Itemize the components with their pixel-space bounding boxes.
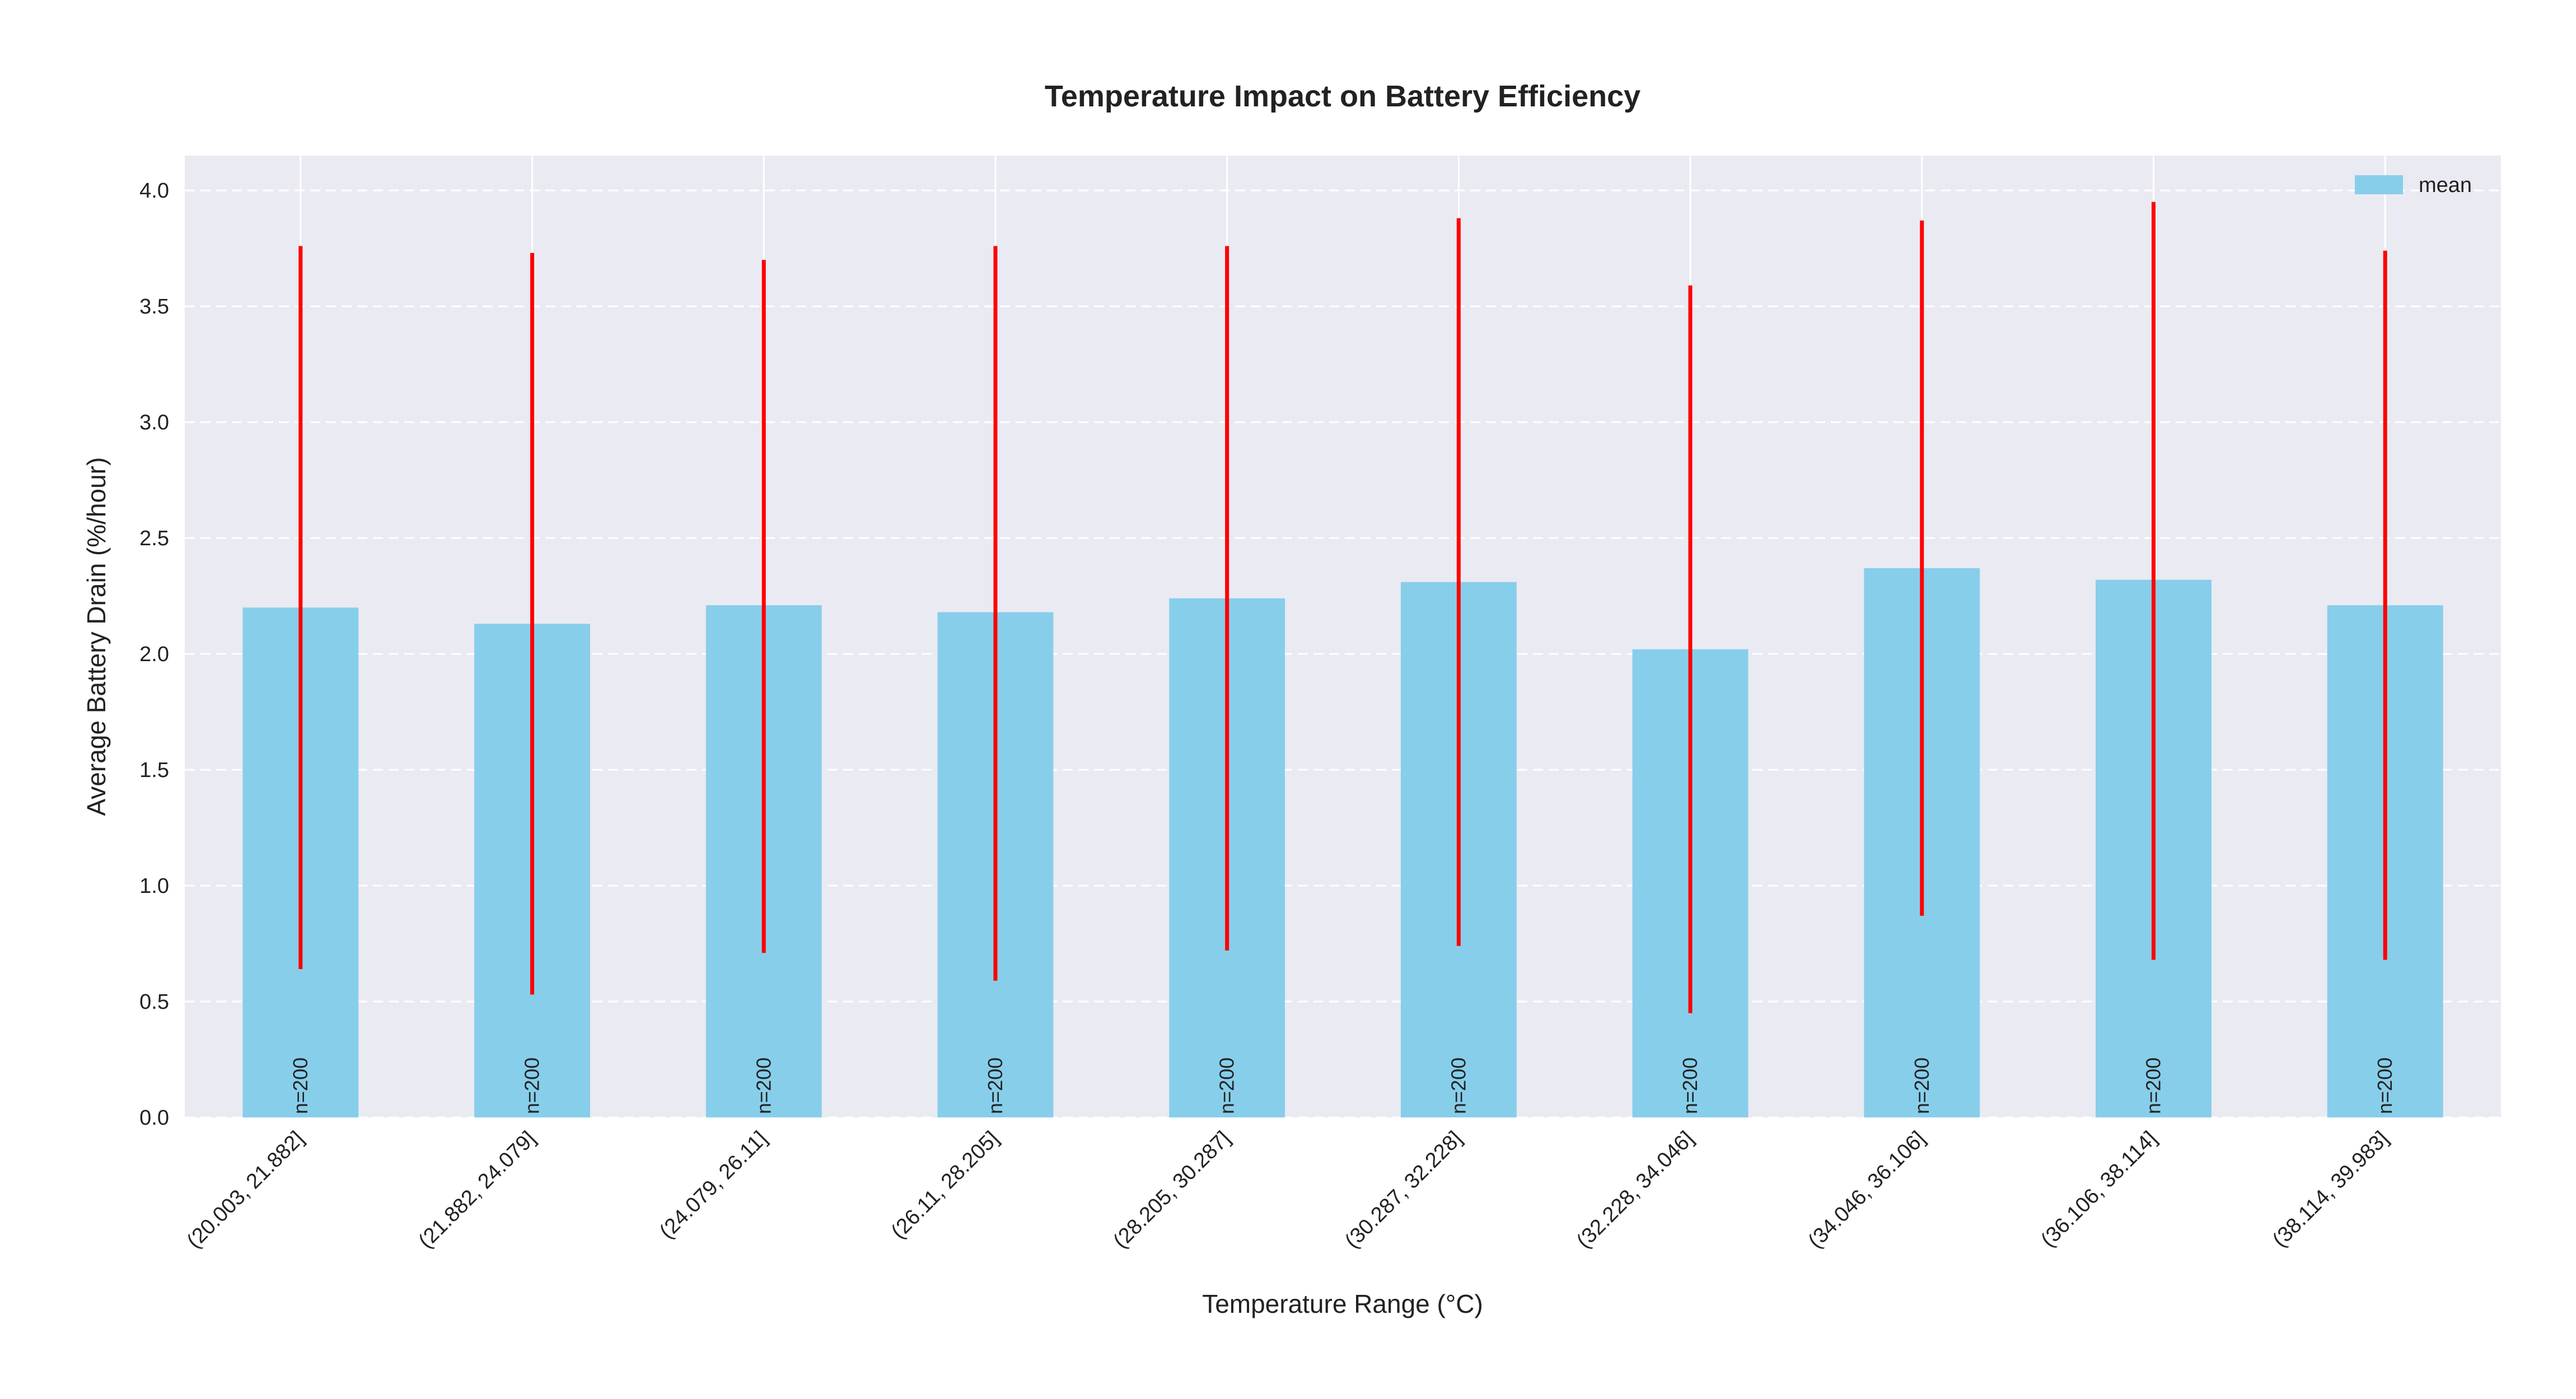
bars <box>242 568 2443 1117</box>
count-label: n=200 <box>289 1058 312 1114</box>
x-tick-label: (36.106, 38.114] <box>2036 1127 2161 1252</box>
x-tick-label: (20.003, 21.882] <box>183 1127 308 1253</box>
legend-label-mean: mean <box>2419 174 2472 197</box>
count-label: n=200 <box>521 1058 544 1114</box>
y-tick-label: 4.0 <box>139 179 169 203</box>
count-label: n=200 <box>2142 1058 2164 1114</box>
y-axis-label: Average Battery Drain (%/hour) <box>82 457 111 816</box>
y-tick-label: 2.0 <box>139 643 169 666</box>
x-tick-label: (24.079, 26.11] <box>655 1127 772 1243</box>
x-tick-label: (34.046, 36.106] <box>1804 1127 1930 1253</box>
y-tick-label: 1.0 <box>139 874 169 898</box>
x-tick-label: (28.205, 30.287] <box>1109 1127 1235 1253</box>
count-label: n=200 <box>1679 1058 1701 1114</box>
x-tick-label: (21.882, 24.079] <box>414 1127 540 1253</box>
count-labels: n=200 n=200 n=200 n=200 n=200 n=200 n=200 n=200… <box>289 1058 2396 1114</box>
x-tick-label: (30.287, 32.228] <box>1340 1127 1466 1253</box>
count-label: n=200 <box>2373 1058 2396 1114</box>
error-bars <box>298 202 2387 1013</box>
x-tick-label: (32.228, 34.046] <box>1572 1127 1698 1253</box>
count-label: n=200 <box>1215 1058 1238 1114</box>
y-tick-label: 0.0 <box>139 1106 169 1130</box>
count-label: n=200 <box>752 1058 775 1114</box>
y-tick-label: 2.5 <box>139 527 169 550</box>
y-tick-label: 3.0 <box>139 411 169 434</box>
y-tick-label: 1.5 <box>139 759 169 782</box>
legend: mean <box>2355 174 2472 197</box>
legend-swatch-mean <box>2355 175 2403 194</box>
x-axis-label: Temperature Range (°C) <box>1202 1289 1483 1318</box>
count-label: n=200 <box>1910 1058 1933 1114</box>
y-tick-label: 0.5 <box>139 990 169 1014</box>
count-label: n=200 <box>1447 1058 1470 1114</box>
y-tick-label: 3.5 <box>139 295 169 319</box>
chart-title: Temperature Impact on Battery Efficiency <box>1045 79 1640 113</box>
x-axis-ticks: (20.003, 21.882] (21.882, 24.079] (24.079,… <box>183 1127 2393 1253</box>
x-tick-label: (26.11, 28.205] <box>887 1127 1003 1243</box>
y-axis-ticks: 0.0 0.5 1.0 1.5 2.0 2.5 3.0 3.5 4.0 <box>139 179 169 1130</box>
count-label: n=200 <box>984 1058 1007 1114</box>
x-tick-label: (38.114, 39.983] <box>2268 1127 2393 1252</box>
